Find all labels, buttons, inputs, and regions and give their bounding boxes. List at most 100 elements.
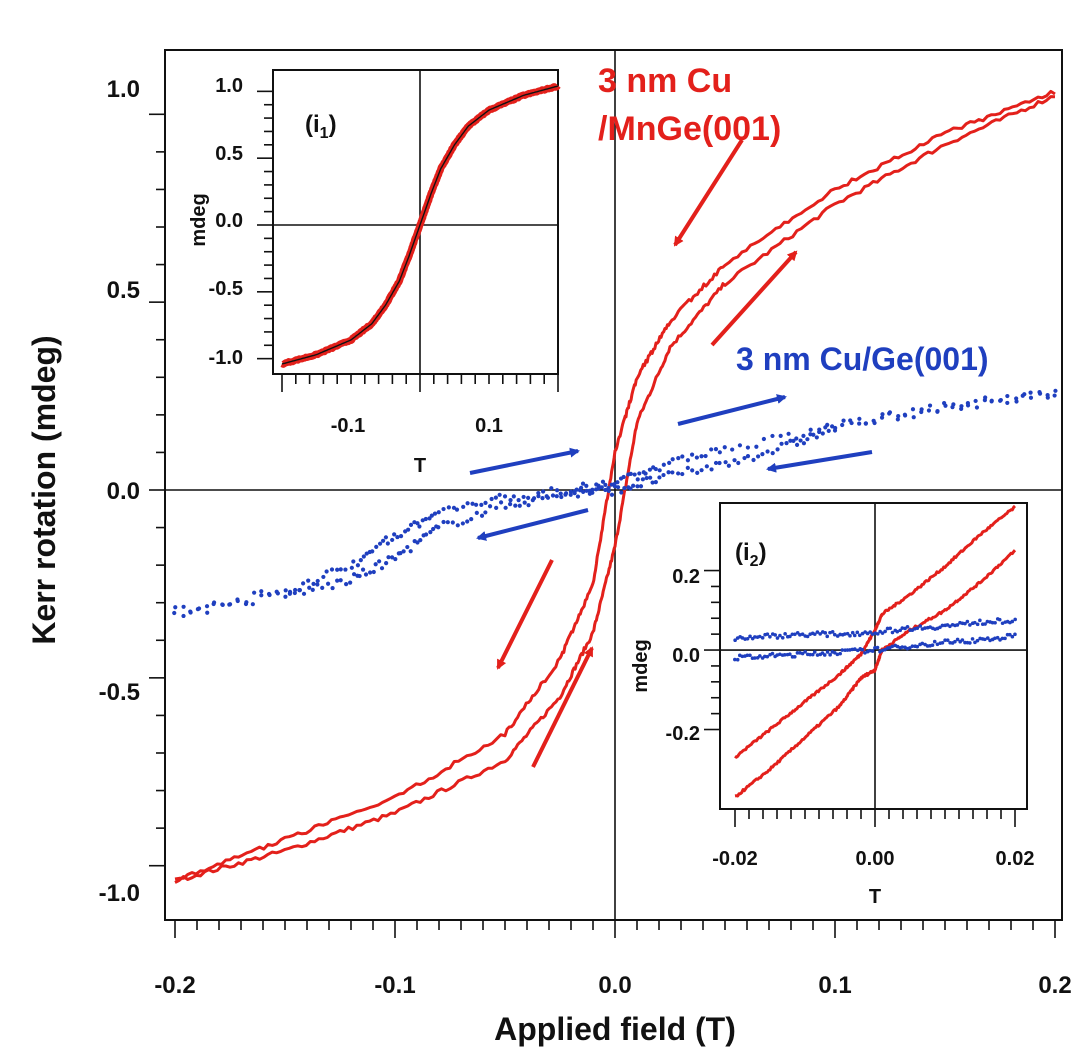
data-point: [1010, 619, 1015, 624]
data-point: [985, 636, 990, 640]
data-point: [635, 477, 640, 482]
data-point: [454, 507, 460, 512]
main-plot: -0.2 -0.1 0.0 0.1 0.2 -1.0 -0.5 0.0 0.5 …: [26, 49, 1072, 1047]
data-point: [689, 452, 695, 457]
data-point: [469, 517, 474, 522]
data-point: [955, 637, 960, 642]
data-point: [612, 484, 617, 489]
data-point: [723, 460, 728, 465]
data-point: [972, 620, 977, 625]
i1-y-tick-label: -1.0: [209, 347, 243, 369]
data-point: [932, 639, 937, 644]
data-point: [676, 456, 681, 461]
data-point: [606, 488, 611, 493]
annotation-ge: 3 nm Cu/Ge(001): [736, 341, 989, 377]
data-point: [927, 403, 933, 408]
data-point: [800, 651, 805, 656]
data-point: [508, 502, 513, 507]
data-point: [860, 631, 865, 636]
data-point: [757, 634, 762, 639]
data-point: [450, 520, 455, 525]
data-point: [810, 652, 815, 657]
i1-x-axis-title: T: [414, 455, 426, 477]
data-point: [412, 520, 417, 525]
data-point: [805, 437, 810, 442]
data-point: [998, 398, 1003, 403]
i1-x-tick-label: 0.1: [475, 415, 503, 437]
data-point: [373, 562, 378, 567]
data-point: [522, 500, 527, 505]
data-point: [1000, 636, 1005, 641]
data-point: [541, 489, 546, 494]
data-point: [814, 435, 819, 440]
data-point: [717, 460, 722, 466]
i2-x-tick-label: 0.00: [856, 848, 895, 870]
data-point: [690, 468, 695, 473]
data-point: [622, 485, 627, 491]
main-plot-frame: [164, 49, 1063, 921]
data-point: [657, 475, 662, 480]
data-point: [790, 632, 795, 637]
data-point: [252, 590, 257, 595]
red-arrow-down-right: [673, 138, 744, 247]
data-point: [965, 403, 971, 408]
data-point: [584, 488, 589, 493]
data-point: [822, 653, 827, 657]
series-line: [281, 85, 559, 365]
data-point: [873, 646, 877, 650]
data-point: [875, 632, 880, 636]
data-point: [775, 636, 780, 640]
data-point: [935, 409, 940, 414]
blue-arrow-3: [766, 450, 873, 473]
data-point: [287, 589, 293, 594]
y-tick-label: -0.5: [99, 679, 140, 706]
data-point: [325, 581, 331, 586]
red-arrow-down-left: [496, 559, 554, 670]
data-point: [666, 470, 671, 475]
data-point: [554, 488, 560, 493]
data-point: [748, 634, 752, 639]
data-point: [680, 454, 685, 459]
data-point: [765, 632, 770, 636]
data-point: [965, 619, 970, 624]
data-point: [815, 653, 820, 657]
data-point: [536, 494, 541, 499]
data-point: [1003, 636, 1007, 641]
data-point: [756, 454, 761, 459]
data-point: [395, 534, 400, 540]
data-point: [993, 636, 997, 641]
data-point: [626, 472, 631, 477]
data-point: [989, 399, 994, 404]
data-point: [685, 458, 691, 463]
data-point: [758, 654, 762, 658]
data-point: [465, 519, 470, 524]
data-point: [653, 480, 658, 485]
data-point: [753, 635, 757, 639]
data-point: [791, 438, 796, 443]
data-point: [788, 652, 792, 656]
data-point: [868, 648, 872, 653]
data-point: [735, 657, 740, 662]
data-point: [1005, 393, 1010, 399]
data-point: [358, 558, 363, 563]
data-point: [883, 647, 887, 652]
data-point: [493, 495, 498, 500]
data-point: [408, 522, 414, 527]
data-point: [841, 418, 846, 423]
data-point: [888, 626, 893, 631]
data-point: [1052, 393, 1057, 398]
data-point: [558, 491, 563, 496]
x-tick-label: 0.2: [1038, 972, 1071, 999]
data-point: [596, 486, 601, 491]
data-point: [418, 538, 423, 543]
data-point: [618, 476, 624, 481]
data-point: [985, 619, 990, 624]
data-point: [754, 444, 759, 449]
data-point: [857, 633, 862, 638]
i2-y-tick-label: 0.0: [672, 645, 700, 667]
i1-y-tick-label: -0.5: [209, 278, 243, 300]
inset-i2: 0.2 0.0 -0.2 -0.02 0.00 0.02 T mdeg (i2): [630, 502, 1034, 908]
data-point: [559, 494, 564, 500]
data-point: [745, 454, 751, 459]
